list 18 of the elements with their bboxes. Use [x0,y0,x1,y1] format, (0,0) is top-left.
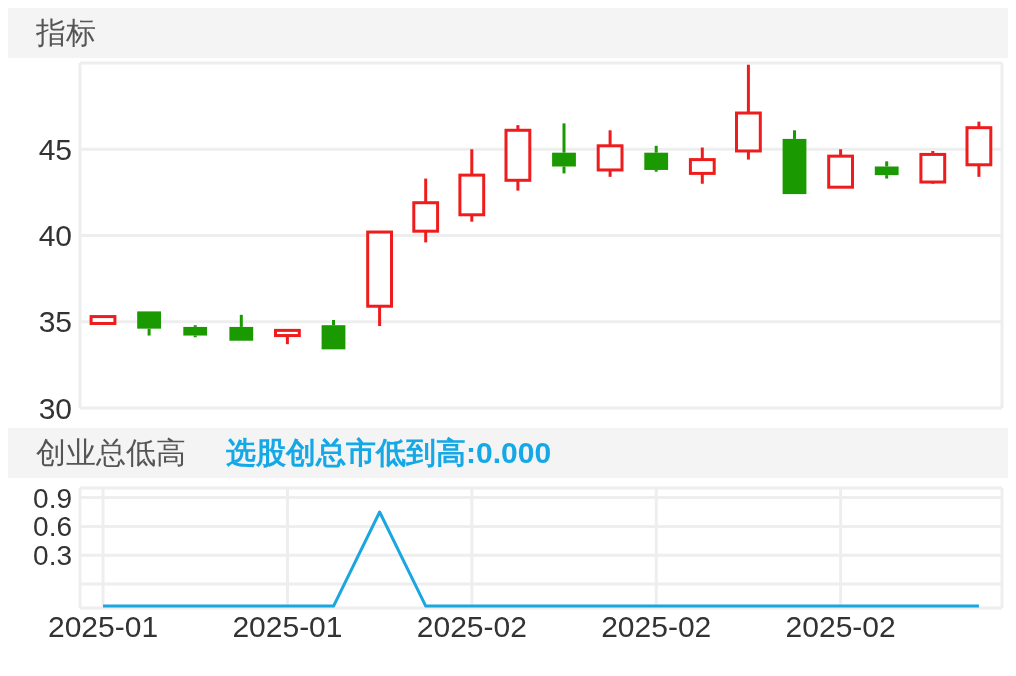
x-tick-label: 2025-01 [232,610,343,644]
chart-title: 创业总低高 [36,434,186,471]
x-tick-label: 2025-01 [48,610,159,644]
y-tick-label: 30 [38,391,72,425]
x-tick-label: 2025-02 [601,610,712,644]
chart-title: 指标 [36,14,96,51]
y-tick-label: 0.9 [33,482,72,514]
chart-subtitle: 选股创总市低到高:0.000 [226,434,552,471]
y-tick-label: 40 [38,219,72,253]
candlestick [735,64,762,160]
candlestick [644,144,669,172]
y-tick-label: 0.3 [33,540,72,572]
y-tick-label: 45 [38,132,72,166]
candlestick [874,161,899,179]
y-tick-label: 35 [38,305,72,339]
x-tick-label: 2025-02 [785,610,896,644]
y-tick-label: 0.6 [33,511,72,543]
x-tick-label: 2025-02 [416,610,527,644]
